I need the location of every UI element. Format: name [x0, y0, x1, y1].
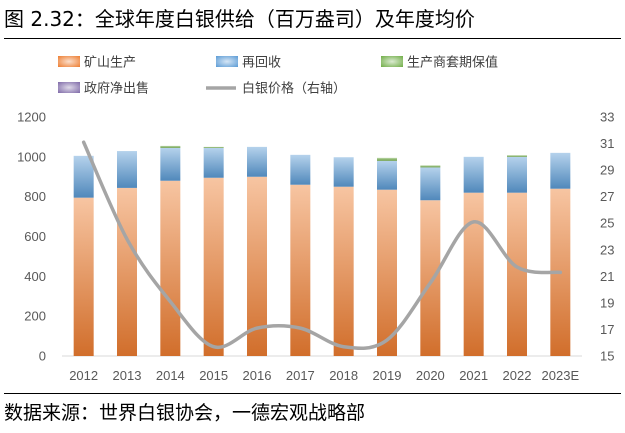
legend-swatch [58, 56, 80, 67]
bar-矿山生产-2021 [463, 192, 484, 356]
bar-生产商套期保值-2020 [420, 165, 441, 168]
bar-再回收-2014 [160, 147, 181, 181]
legend-swatch [216, 56, 238, 67]
legend-label: 政府净出售 [84, 81, 149, 97]
y-right-tick-label: 15 [600, 349, 614, 364]
x-tick-label: 2018 [329, 368, 358, 383]
bar-再回收-2023E [550, 152, 571, 189]
y-left-tick-label: 0 [39, 349, 46, 364]
bar-再回收-2019 [377, 160, 397, 190]
y-right-tick-label: 25 [600, 216, 614, 231]
x-tick-label: 2014 [156, 368, 185, 383]
bar-矿山生产-2014 [160, 180, 181, 356]
y-left-tick-label: 400 [24, 269, 46, 284]
x-tick-label: 2017 [286, 368, 315, 383]
bar-矿山生产-2017 [290, 184, 311, 356]
bar-矿山生产-2022 [507, 192, 527, 356]
figure-title: 图 2.32：全球年度白银供给（百万盎司）及年度均价 [4, 7, 475, 31]
legend-item-矿山生产: 矿山生产 [58, 56, 136, 71]
y-left-tick-label: 1000 [17, 149, 46, 164]
y-right-tick-label: 19 [600, 295, 614, 310]
bar-矿山生产-2019 [377, 189, 397, 356]
y-right-tick-label: 31 [600, 136, 614, 151]
bar-生产商套期保值-2022 [507, 155, 527, 157]
x-tick-label: 2016 [243, 368, 272, 383]
bar-再回收-2017 [290, 154, 311, 185]
bar-再回收-2015 [203, 147, 224, 178]
x-tick-label: 2015 [199, 368, 228, 383]
x-tick-label: 2023E [542, 368, 580, 383]
source-rule [4, 393, 621, 394]
legend-label: 再回收 [242, 56, 281, 71]
x-tick-label: 2013 [113, 368, 142, 383]
title-rule [4, 38, 621, 39]
bar-矿山生产-2018 [333, 186, 354, 356]
figure-source: 数据来源：世界白银协会，一德宏观战略部 [4, 402, 366, 424]
bar-再回收-2021 [463, 156, 484, 193]
bar-series [73, 145, 571, 356]
legend-label: 生产商套期保值 [407, 55, 498, 71]
legend-item-生产商套期保值: 生产商套期保值 [381, 55, 498, 71]
x-tick-label: 2012 [69, 368, 98, 383]
y-left-tick-label: 800 [24, 189, 46, 204]
y-right-tick-label: 27 [600, 189, 614, 204]
price-line-series [81, 140, 563, 351]
bar-再回收-2012 [73, 155, 94, 198]
x-tick-label: 2019 [373, 368, 402, 383]
legend-label: 矿山生产 [84, 56, 136, 71]
bar-再回收-2018 [333, 157, 354, 187]
bar-生产商套期保值-2014 [160, 145, 181, 148]
bar-矿山生产-2016 [247, 176, 267, 356]
chart-axes: 0 200 400 600 800 1000 1200 15 17 19 21 23 25 27 29 31 3… [17, 110, 614, 384]
bar-矿山生产-2020 [420, 200, 441, 356]
x-tick-label: 2022 [503, 368, 532, 383]
y-right-tick-label: 21 [600, 269, 614, 284]
x-tick-label: 2020 [416, 368, 445, 383]
x-tick-label: 2021 [459, 368, 488, 383]
bar-再回收-2013 [117, 151, 137, 188]
bar-再回收-2020 [420, 167, 441, 201]
legend-item-政府净出售: 政府净出售 [58, 81, 149, 97]
bar-矿山生产-2012 [73, 197, 94, 356]
y-left-tick-label: 200 [24, 309, 46, 324]
legend-item-再回收: 再回收 [216, 56, 281, 71]
legend-label: 白银价格（右轴） [242, 81, 346, 97]
y-left-tick-label: 1200 [17, 110, 46, 125]
bar-矿山生产-2015 [203, 177, 224, 356]
legend-item-白银价格右轴: 白银价格（右轴） [206, 81, 346, 97]
y-left-tick-label: 600 [24, 229, 46, 244]
price-line [81, 140, 563, 351]
bar-生产商套期保值-2015 [203, 146, 224, 148]
y-right-tick-label: 29 [600, 163, 614, 178]
y-right-tick-label: 23 [600, 242, 614, 257]
y-right-tick-label: 33 [600, 110, 614, 125]
y-right-tick-label: 17 [600, 322, 614, 337]
bar-矿山生产-2013 [117, 187, 137, 356]
legend-swatch [381, 56, 403, 67]
legend-swatch [58, 82, 80, 93]
bar-再回收-2022 [507, 156, 527, 193]
bar-再回收-2016 [247, 146, 267, 177]
bar-生产商套期保值-2019 [377, 157, 397, 161]
